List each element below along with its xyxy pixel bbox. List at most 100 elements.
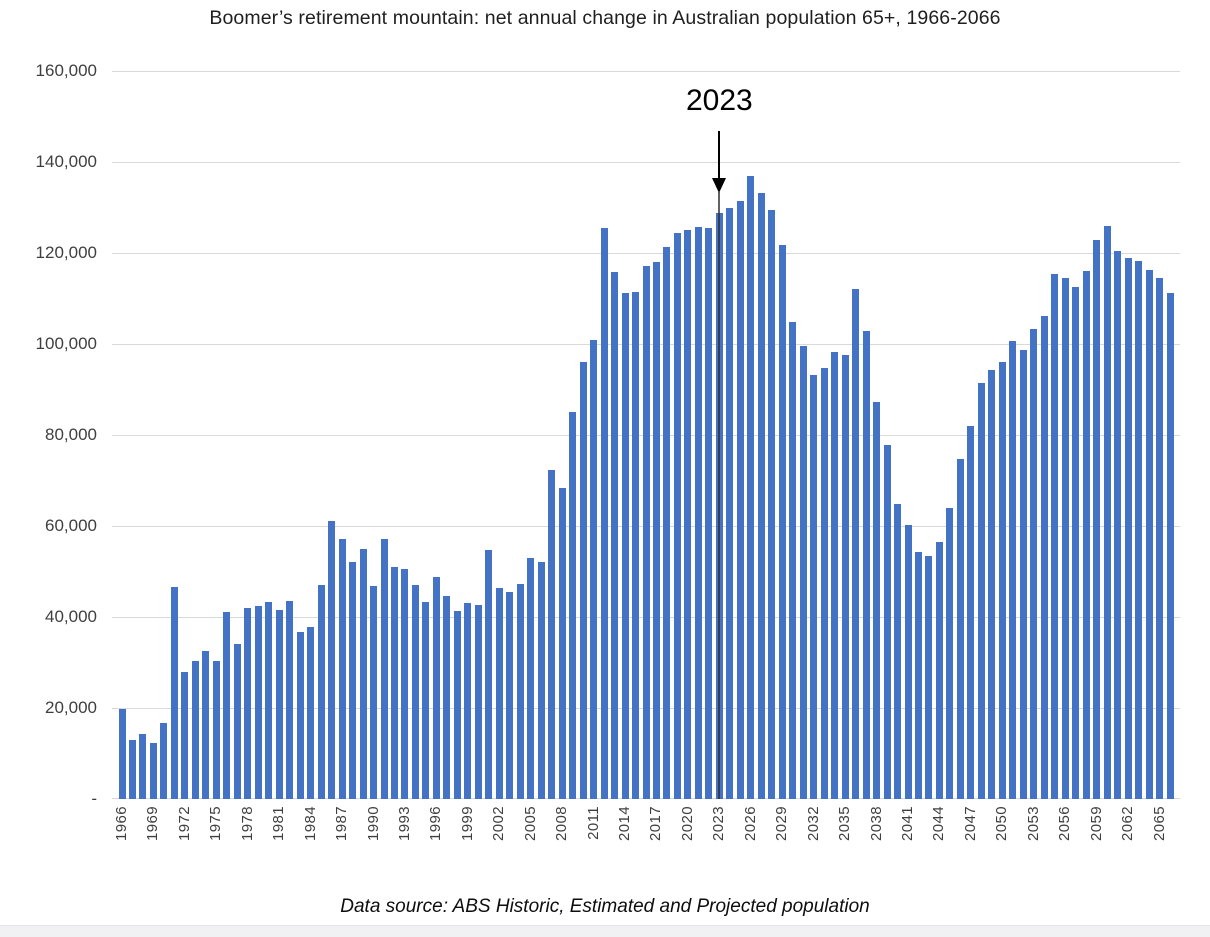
y-tick-label-140000: 140,000 xyxy=(35,152,97,171)
annotation-arrow-icon xyxy=(718,131,721,178)
bar-2021 xyxy=(694,227,702,799)
x-tick-label-2038: 2038 xyxy=(867,806,885,841)
bar-1966 xyxy=(118,708,126,799)
y-tick-label-100000: 100,000 xyxy=(35,334,97,353)
bar-1995 xyxy=(422,601,430,799)
bar-2059 xyxy=(1093,239,1101,799)
bar-2064 xyxy=(1145,269,1153,799)
bar-2011 xyxy=(590,340,598,799)
bar-2033 xyxy=(820,368,828,799)
bar-2020 xyxy=(684,229,692,799)
bar-2065 xyxy=(1156,278,1164,799)
data-source-note: Data source: ABS Historic, Estimated and… xyxy=(340,896,870,917)
x-tick-label-1972: 1972 xyxy=(175,806,193,841)
x-tick-label-1990: 1990 xyxy=(364,806,382,841)
plot-area: 1966 1969 1972 1975 1978 1981 1984 1987 1990 1993… xyxy=(112,71,1180,841)
annotation-2023-label: 2023 xyxy=(685,84,753,117)
bar-2042 xyxy=(914,551,922,799)
bar-1976 xyxy=(223,612,231,799)
bar-2010 xyxy=(579,362,587,799)
bar-1997 xyxy=(443,595,451,799)
bar-1993 xyxy=(401,568,409,799)
bar-1971 xyxy=(170,587,178,799)
bar-2051 xyxy=(1009,340,1017,799)
bar-2034 xyxy=(831,351,839,799)
bar-2012 xyxy=(600,228,608,799)
bar-1989 xyxy=(359,548,367,799)
bar-1986 xyxy=(328,521,336,799)
bar-2063 xyxy=(1135,261,1143,799)
bar-1968 xyxy=(139,734,147,799)
x-tick-label-2035: 2035 xyxy=(836,806,854,841)
bar-1983 xyxy=(296,631,304,799)
bar-2047 xyxy=(967,425,975,799)
bar-2031 xyxy=(799,345,807,799)
x-tick-label-2011: 2011 xyxy=(584,806,602,840)
x-tick-label-2041: 2041 xyxy=(899,806,916,841)
bar-1972 xyxy=(181,672,189,799)
bar-2061 xyxy=(1114,250,1122,799)
bar-2060 xyxy=(1103,226,1111,799)
bar-1967 xyxy=(128,739,136,799)
x-tick-label-2020: 2020 xyxy=(678,806,696,841)
bar-2036 xyxy=(852,289,860,799)
bar-1978 xyxy=(244,607,252,799)
bar-2044 xyxy=(935,541,943,799)
y-tick-label-40000: 40,000 xyxy=(45,607,97,626)
bar-2002 xyxy=(495,587,503,799)
bar-2005 xyxy=(527,557,535,799)
bar-1979 xyxy=(254,606,262,799)
bar-2055 xyxy=(1051,273,1059,799)
bar-1992 xyxy=(390,566,398,799)
x-tick-label-2047: 2047 xyxy=(961,806,979,841)
bar-2009 xyxy=(569,411,577,799)
bar-2019 xyxy=(673,233,681,799)
bar-2022 xyxy=(705,228,713,799)
bar-2006 xyxy=(537,561,545,799)
x-tick-label-2065: 2065 xyxy=(1150,806,1168,841)
bar-2000 xyxy=(474,604,482,799)
bar-2035 xyxy=(841,354,849,799)
x-tick-label-1993: 1993 xyxy=(395,806,413,841)
bar-1994 xyxy=(411,585,419,799)
bar-2040 xyxy=(894,504,902,799)
bar-2024 xyxy=(726,208,734,799)
bar-2026 xyxy=(747,176,755,799)
x-tick-label-1966: 1966 xyxy=(113,806,130,841)
x-tick-label-2056: 2056 xyxy=(1056,806,1074,841)
bar-2049 xyxy=(988,369,996,799)
x-tick-label-2032: 2032 xyxy=(804,806,822,841)
annotation-arrowhead-icon xyxy=(712,178,727,193)
bar-1973 xyxy=(191,660,199,799)
y-tick-label-60000: 60,000 xyxy=(45,516,97,535)
bar-2003 xyxy=(506,592,514,799)
bar-2043 xyxy=(925,556,933,799)
bar-2029 xyxy=(778,245,786,799)
x-tick-label-2029: 2029 xyxy=(773,806,791,841)
x-tick-label-1978: 1978 xyxy=(238,806,256,841)
bar-2008 xyxy=(558,488,566,799)
bar-2017 xyxy=(652,262,660,799)
gridline-160000 xyxy=(112,71,1180,72)
bar-1991 xyxy=(380,538,388,799)
bar-1974 xyxy=(202,651,210,799)
bar-2004 xyxy=(516,584,524,799)
bar-2066 xyxy=(1166,293,1174,799)
x-tick-label-2044: 2044 xyxy=(930,806,948,841)
y-tick-label-20000: 20,000 xyxy=(45,698,97,717)
bar-1988 xyxy=(349,562,357,799)
bar-2050 xyxy=(998,361,1006,799)
bar-1998 xyxy=(453,610,461,799)
x-tick-label-2002: 2002 xyxy=(490,806,508,841)
y-tick-label-80000: 80,000 xyxy=(45,425,97,444)
bar-2016 xyxy=(642,266,650,799)
x-tick-label-2059: 2059 xyxy=(1087,806,1105,841)
x-tick-label-1987: 1987 xyxy=(333,806,351,841)
bottom-gray-strip xyxy=(0,925,1210,937)
x-tick-label-2017: 2017 xyxy=(647,806,665,841)
x-tick-label-1975: 1975 xyxy=(207,806,225,841)
bar-2046 xyxy=(956,458,964,799)
bar-1987 xyxy=(338,538,346,799)
bar-1980 xyxy=(265,601,273,799)
